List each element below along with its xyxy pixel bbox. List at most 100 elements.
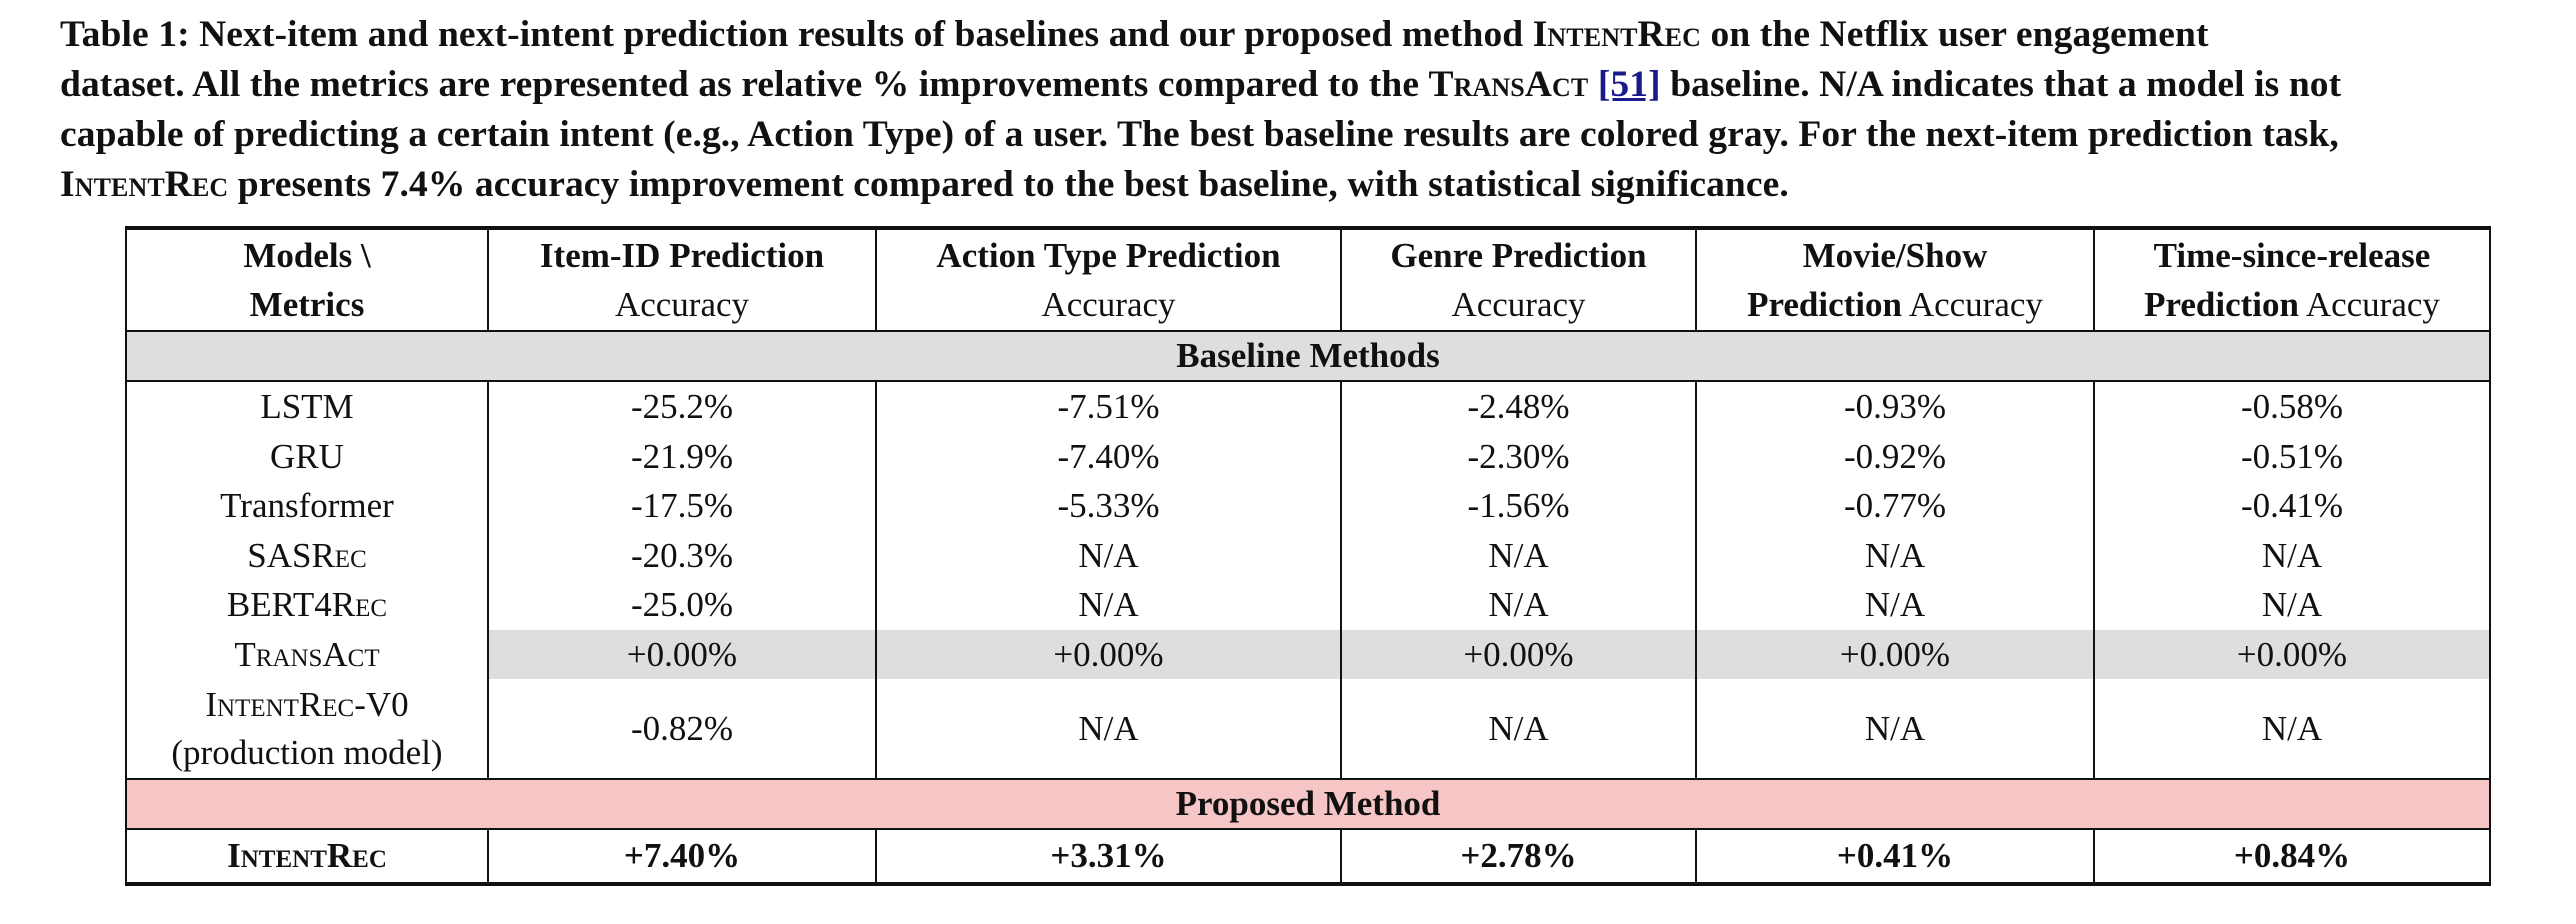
column-header-metric: Accuracy [1451, 285, 1586, 324]
model-name: BERT4Rec [226, 585, 388, 624]
metric-value-cell: N/A [875, 679, 1342, 779]
model-name: TransAct [234, 634, 380, 674]
column-header-metric: Accuracy [614, 285, 750, 324]
table-caption: Table 1: Next-item and next-intent predi… [60, 10, 2560, 210]
metric-value-cell: N/A [1695, 530, 2095, 580]
proposed-section-header-label: Proposed Method [125, 779, 2491, 829]
table-row: IntentRec-V0 (production model) -0.82% N/A N… [125, 679, 2491, 779]
metric-value-cell: -0.51% [2093, 431, 2491, 481]
caption-line: Table 1: Next-item and next-intent predi… [60, 10, 2560, 60]
metric-value-cell: N/A [1340, 679, 1697, 779]
column-header-title: Time-since-release [2153, 236, 2431, 275]
model-name: IntentRec [227, 836, 387, 875]
caption-text: dataset. All the metrics are represented… [60, 64, 1429, 105]
table-row: GRU -21.9% -7.40% -2.30% -0.92% -0.51% [125, 431, 2491, 481]
column-header: Genre Prediction Accuracy [1340, 228, 1697, 331]
metric-value-cell: N/A [1340, 530, 1697, 580]
metric-value-cell: -5.33% [875, 481, 1342, 531]
results-table-container: Models \ Metrics Item-ID Prediction Accurac… [125, 226, 2491, 886]
proposed-section-header: Proposed Method [125, 779, 2491, 829]
table-row: LSTM -25.2% -7.51% -2.48% -0.93% -0.58% [125, 381, 2491, 432]
column-header: Item-ID Prediction Accuracy [487, 228, 877, 331]
caption-text: Table 1: Next-item and next-intent predi… [60, 14, 1533, 55]
column-header: Time-since-release Prediction Accuracy [2093, 228, 2491, 331]
column-header: Movie/Show Prediction Accuracy [1695, 228, 2095, 331]
model-name-cell: IntentRec-V0 (production model) [125, 679, 489, 779]
metric-value-cell: -7.51% [875, 381, 1342, 432]
caption-text: capable of predicting a certain intent (… [60, 114, 2339, 155]
model-name-smallcaps: IntentRec [1532, 14, 1702, 55]
metric-value-cell: N/A [875, 530, 1342, 580]
metric-value-cell: -1.56% [1340, 481, 1697, 531]
metric-value-cell: +7.40% [487, 829, 877, 884]
metric-value-cell: -0.77% [1695, 481, 2095, 531]
column-header-title: Item-ID Prediction [539, 236, 825, 275]
metric-value-cell: N/A [2093, 530, 2491, 580]
model-name: SASRec [247, 535, 367, 575]
model-name: GRU [270, 436, 344, 476]
metric-value-cell: -0.41% [2093, 481, 2491, 531]
model-name: Transformer [220, 486, 394, 525]
caption-text: baseline. N/A indicates that a model is … [1660, 64, 2342, 105]
column-header: Models \ Metrics [125, 228, 489, 331]
metric-value-cell: -0.58% [2093, 381, 2491, 432]
table-row: BERT4Rec -25.0% N/A N/A N/A N/A [125, 580, 2491, 630]
column-header-metric: Accuracy [2305, 285, 2440, 324]
model-name-cell: SASRec [125, 530, 489, 580]
column-header-title: Movie/Show [1802, 236, 1988, 275]
model-name-smallcaps: TransAct [1428, 64, 1589, 105]
metric-value-cell: -2.48% [1340, 381, 1697, 432]
metric-value-cell: -7.40% [875, 431, 1342, 481]
baseline-section-header-label: Baseline Methods [125, 331, 2491, 381]
column-header-title-2: Metrics [249, 285, 365, 324]
model-name-smallcaps: IntentRec [60, 164, 229, 205]
model-name-cell: TransAct [125, 629, 489, 679]
caption-line: dataset. All the metrics are represented… [60, 60, 2560, 110]
metric-value-cell: -17.5% [487, 481, 877, 531]
metric-value-cell: +0.00% [1695, 629, 2095, 679]
column-header-title: Genre Prediction [1390, 236, 1647, 275]
metric-value-cell: -2.30% [1340, 431, 1697, 481]
header-row: Models \ Metrics Item-ID Prediction Accurac… [125, 228, 2491, 331]
column-header-metric: Accuracy [1908, 285, 2043, 324]
metric-value-cell: N/A [1340, 580, 1697, 630]
metric-value-cell: N/A [1695, 580, 2095, 630]
metric-value-cell: N/A [2093, 580, 2491, 630]
metric-value-cell: +0.41% [1695, 829, 2095, 884]
metric-value-cell: +0.00% [2093, 629, 2491, 679]
model-name-cell: Transformer [125, 481, 489, 531]
metric-value-cell: -0.82% [487, 679, 877, 779]
table-row: TransAct +0.00% +0.00% +0.00% +0.00% +0.00% [125, 629, 2491, 679]
model-name-cell: LSTM [125, 381, 489, 432]
metric-value-cell: +3.31% [875, 829, 1342, 884]
metric-value-cell: N/A [1695, 679, 2095, 779]
table-row: Transformer -17.5% -5.33% -1.56% -0.77% -0.41… [125, 481, 2491, 531]
metric-value-cell: -0.92% [1695, 431, 2095, 481]
caption-text: presents 7.4% accuracy improvement compa… [228, 164, 1789, 205]
column-header-title-2: Prediction [1747, 285, 1902, 324]
metric-value-cell: -21.9% [487, 431, 877, 481]
citation-link[interactable]: [51] [1597, 64, 1661, 105]
results-table: Models \ Metrics Item-ID Prediction Accurac… [125, 226, 2491, 886]
proposed-method-row: IntentRec +7.40% +3.31% +2.78% +0.41% +0.84% [125, 829, 2491, 884]
metric-value-cell: -0.93% [1695, 381, 2095, 432]
table-row: SASRec -20.3% N/A N/A N/A N/A [125, 530, 2491, 580]
caption-text [1588, 64, 1597, 105]
metric-value-cell: N/A [875, 580, 1342, 630]
table-body: Baseline Methods LSTM -25.2% -7.51% -2.48% -0… [125, 331, 2491, 884]
caption-line: capable of predicting a certain intent (… [60, 110, 2560, 160]
metric-value-cell: -25.2% [487, 381, 877, 432]
model-name-cell: GRU [125, 431, 489, 481]
caption-line: IntentRec presents 7.4% accuracy improve… [60, 160, 2560, 210]
column-header: Action Type Prediction Accuracy [875, 228, 1342, 331]
column-header-title: Models \ [243, 236, 371, 275]
metric-value-cell: +0.00% [487, 629, 877, 679]
model-subtitle: (production model) [171, 732, 443, 772]
metric-value-cell: N/A [2093, 679, 2491, 779]
metric-value-cell: +0.84% [2093, 829, 2491, 884]
metric-value-cell: +2.78% [1340, 829, 1697, 884]
metric-value-cell: -25.0% [487, 580, 877, 630]
metric-value-cell: +0.00% [1340, 629, 1697, 679]
model-name-cell: IntentRec [125, 829, 489, 884]
model-name: LSTM [260, 387, 354, 426]
